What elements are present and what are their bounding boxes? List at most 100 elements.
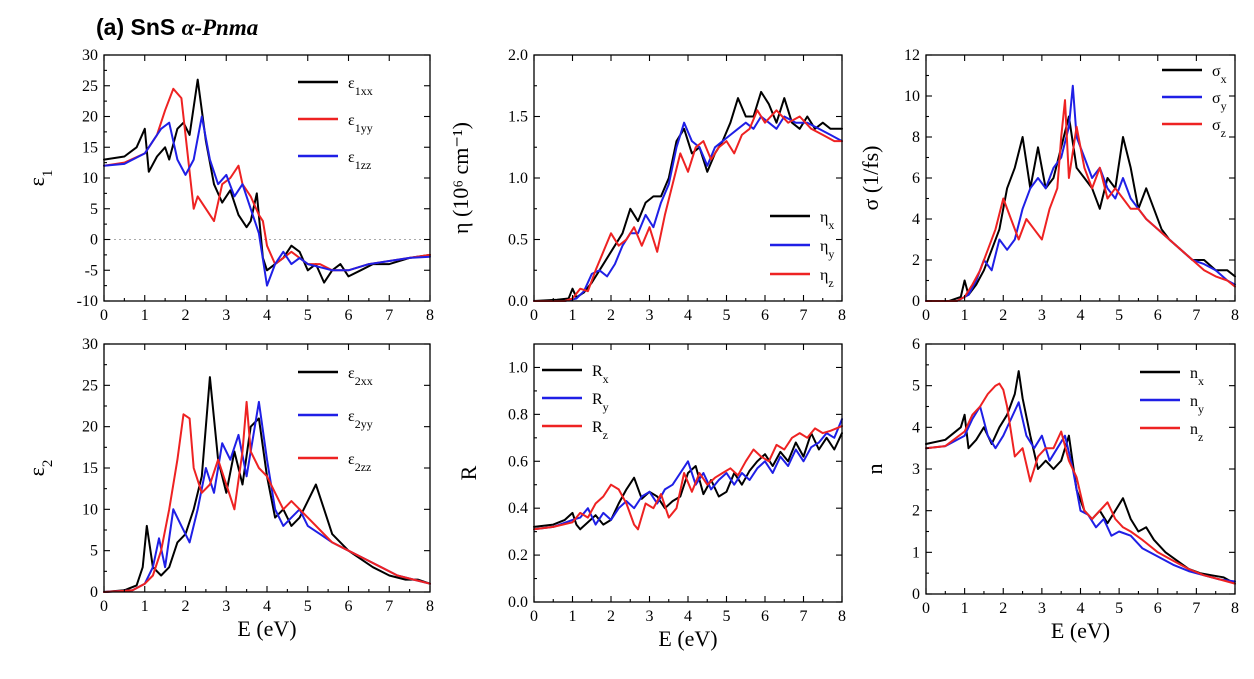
y-tick-label: 0 <box>90 232 98 249</box>
y-tick-label: 25 <box>82 377 98 394</box>
legend-label: ηz <box>820 267 834 290</box>
legend-label: Rz <box>592 419 608 442</box>
y-tick-label: 2 <box>912 503 920 520</box>
y-tick-label: 1.0 <box>508 359 528 376</box>
legend-label: ηx <box>820 209 834 232</box>
x-tick-label: 0 <box>100 598 108 615</box>
y-tick-label: 2 <box>912 252 920 269</box>
figure-title: (a) SnS α-Pnma <box>96 14 258 41</box>
x-tick-label: 4 <box>263 307 271 324</box>
series-line-sigma-2 <box>925 99 1236 302</box>
legend-label: ε2yy <box>348 408 373 431</box>
x-tick-label: 7 <box>1192 307 1200 324</box>
y-tick-label: 0.4 <box>508 500 528 517</box>
x-tick-label: 2 <box>182 598 190 615</box>
x-tick-label: 1 <box>141 598 149 615</box>
series-line-n-1 <box>925 401 1236 583</box>
legend-label: ε2zz <box>348 451 371 474</box>
y-tick-label: -10 <box>77 293 98 310</box>
y-tick-label: 10 <box>82 170 98 187</box>
legend-label: nx <box>1190 365 1204 388</box>
y-tick-label: 6 <box>912 336 920 353</box>
y-tick-label: 0 <box>912 586 920 603</box>
x-tick-label: 4 <box>684 307 692 324</box>
y-tick-label: 6 <box>912 170 920 187</box>
x-tick-label: 7 <box>800 608 808 625</box>
x-tick-label: 0 <box>530 608 538 625</box>
plot-frame <box>925 343 1236 595</box>
x-tick-label: 6 <box>345 598 353 615</box>
series-line-eps1-0 <box>103 78 431 284</box>
y-axis-label: R <box>456 465 481 480</box>
x-tick-label: 8 <box>838 608 846 625</box>
x-tick-label: 6 <box>345 307 353 324</box>
series-line-eta-1 <box>533 115 843 302</box>
x-tick-label: 5 <box>723 307 731 324</box>
y-tick-label: 0.5 <box>508 232 528 249</box>
panel-eps2: 0 1 2 3 4 5 6 7 8 0 5 10 15 20 25 30 ε2 E (eV) ε2xx ε2yy ε2z… <box>24 336 434 641</box>
x-tick-label: 6 <box>1154 307 1162 324</box>
x-tick-label: 1 <box>141 307 149 324</box>
plot-frame <box>103 343 431 593</box>
y-tick-label: 5 <box>90 201 98 218</box>
x-axis-label: E (eV) <box>658 626 717 651</box>
x-tick-label: 0 <box>100 307 108 324</box>
y-tick-label: 3 <box>912 461 920 478</box>
y-tick-label: 12 <box>904 47 920 64</box>
x-tick-label: 4 <box>684 608 692 625</box>
x-axis-label: E (eV) <box>237 616 296 641</box>
legend-label: ny <box>1190 393 1204 416</box>
series-line-R-1 <box>533 418 843 531</box>
x-tick-label: 2 <box>607 608 615 625</box>
y-tick-label: 1.0 <box>508 170 528 187</box>
panel-eta: 0 1 2 3 4 5 6 7 8 0.0 0.5 1.0 1.5 2.0 η (10⁶ cm⁻¹) ηx ηy… <box>448 47 846 324</box>
x-tick-label: 7 <box>385 598 393 615</box>
panel-eps1: 0 1 2 3 4 5 6 7 8 -10 -5 0 5 10 15 20 25 30 ε1 ε1xx ε1yy ε1zz <box>24 47 434 324</box>
y-tick-label: 4 <box>912 211 920 228</box>
x-tick-label: 7 <box>1192 600 1200 617</box>
y-axis-label: ε2 <box>24 460 56 477</box>
figure-title-main: (a) SnS <box>96 14 176 40</box>
y-tick-label: 0.0 <box>508 293 528 310</box>
y-tick-label: -5 <box>85 262 98 279</box>
y-tick-label: 5 <box>912 378 920 395</box>
x-tick-label: 8 <box>426 307 434 324</box>
x-tick-label: 7 <box>385 307 393 324</box>
x-tick-label: 6 <box>1154 600 1162 617</box>
legend-label: ε1xx <box>348 75 373 98</box>
y-axis-label: ε1 <box>24 170 56 187</box>
x-tick-label: 8 <box>838 307 846 324</box>
y-axis-label: n <box>862 464 887 475</box>
x-axis-label: E (eV) <box>1051 618 1110 643</box>
y-tick-label: 5 <box>90 543 98 560</box>
y-tick-label: 15 <box>82 460 98 477</box>
series-line-eps2-1 <box>103 400 431 593</box>
legend-label: Ry <box>592 391 609 414</box>
x-tick-label: 0 <box>922 600 930 617</box>
y-tick-label: 8 <box>912 129 920 146</box>
x-tick-label: 5 <box>723 608 731 625</box>
x-tick-label: 1 <box>961 600 969 617</box>
legend-label: σz <box>1212 117 1226 140</box>
y-tick-label: 1.5 <box>508 109 528 126</box>
x-tick-label: 5 <box>1115 307 1123 324</box>
legend-label: nz <box>1190 421 1203 444</box>
legend-label: Rx <box>592 363 609 386</box>
y-tick-label: 0 <box>912 293 920 310</box>
y-tick-label: 20 <box>82 109 98 126</box>
x-tick-label: 2 <box>182 307 190 324</box>
x-tick-label: 1 <box>569 608 577 625</box>
series-line-eps2-2 <box>103 400 431 593</box>
y-tick-label: 1 <box>912 544 920 561</box>
x-tick-label: 8 <box>426 598 434 615</box>
x-tick-label: 5 <box>1115 600 1123 617</box>
legend-label: σy <box>1212 90 1227 113</box>
x-tick-label: 8 <box>1231 600 1239 617</box>
series-line-eps2-0 <box>103 376 431 593</box>
panel-R: 0 1 2 3 4 5 6 7 8 0.0 0.2 0.4 0.6 0.8 1.0 R E (eV) Rx Ry Rz <box>456 343 846 651</box>
x-tick-label: 2 <box>999 600 1007 617</box>
y-tick-label: 0.8 <box>508 406 528 423</box>
x-tick-label: 1 <box>569 307 577 324</box>
